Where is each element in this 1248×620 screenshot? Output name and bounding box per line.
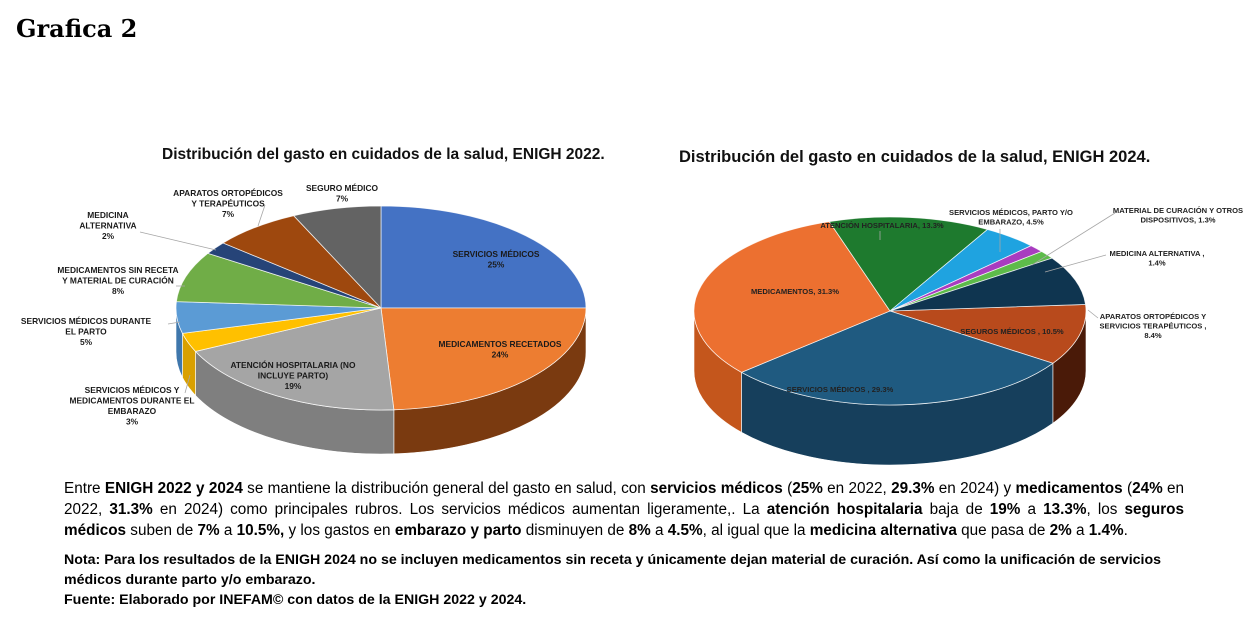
summary-text: , los (1086, 501, 1125, 518)
summary-highlight: 1.4% (1088, 522, 1124, 539)
pie-slice-medicamentos-recetados (380, 307, 587, 411)
summary-text: en 2024) y (934, 480, 1016, 497)
summary-text: en 2022, (64, 480, 1185, 518)
summary-highlight: 8% (628, 522, 651, 539)
summary-highlight: 13.3% (1043, 501, 1087, 518)
pie-slice-servicios-medicos (380, 205, 587, 309)
summary-text: a (650, 522, 668, 539)
data-label-2022-medicina-alternativa: MEDICINA ALTERNATIVA 2% (79, 210, 136, 241)
summary-text: baja de (922, 501, 990, 518)
summary-highlight: medicamentos (1015, 480, 1123, 497)
data-label-2022-servicios-medicos: SERVICIOS MÉDICOS 25% (453, 248, 540, 270)
leader-line-2024-6 (1087, 309, 1099, 319)
summary-highlight: 24% (1132, 480, 1163, 497)
data-label-2024-servicios-medicos-parto-y-o-embarazo: SERVICIOS MÉDICOS, PARTO Y/O EMBARAZO, 4.… (949, 208, 1073, 227)
summary-text: que pasa de (956, 522, 1050, 539)
data-label-2022-seguro-medico: SEGURO MÉDICO 7% (306, 182, 379, 204)
source-text: Fuente: Elaborado por INEFAM© con datos … (64, 592, 527, 608)
data-label-2024-material-de-curacion-y-otros-dispositivos: MATERIAL DE CURACIÓN Y OTROS DISPOSITIVOS… (1113, 206, 1243, 225)
summary-text: Entre (64, 480, 105, 497)
summary-highlight: 29.3% (891, 480, 935, 497)
summary-highlight: atención hospitalaria (766, 501, 923, 518)
data-label-2022-aparatos-ortopedicos-y-terapeuticos: APARATOS ORTOPÉDICOS Y TERAPÉUTICOS 7% (173, 187, 283, 219)
data-label-2024-seguros-medicos: SEGUROS MÉDICOS , 10.5% (960, 327, 1064, 336)
summary-text: y los gastos en (284, 522, 395, 539)
summary-highlight: 4.5% (667, 522, 703, 539)
summary-text: a (219, 522, 237, 539)
summary-text: . (1123, 522, 1128, 539)
summary-highlight: 31.3% (109, 501, 153, 518)
leader-line-2022-4 (167, 321, 181, 325)
summary-text: ( (1122, 480, 1133, 497)
leader-line-2022-3 (184, 374, 191, 394)
summary-highlight: 2% (1049, 522, 1072, 539)
pie-slice-aparatos-ortopedicos-y-servicios-terapeuticos (889, 257, 1086, 312)
summary-text: suben de (126, 522, 198, 539)
data-label-2022-servicios-medicos-y-medicamentos-durante-el-embarazo: SERVICIOS MÉDICOS Y MEDICAMENTOS DURANTE … (69, 384, 194, 427)
data-label-2022-atencion-hospitalaria-no-incluye-parto: ATENCIÓN HOSPITALARIA (NO INCLUYE PARTO) 1… (231, 359, 356, 391)
summary-text: en 2024) como principales rubros. Los se… (152, 501, 767, 518)
pie-slice-atencion-hospitalaria (828, 216, 989, 312)
data-label-2024-atencion-hospitalaria: ATENCIÓN HOSPITALARIA, 13.3% (820, 221, 944, 230)
summary-text: ( (782, 480, 793, 497)
data-label-2024-medicamentos: MEDICAMENTOS, 31.3% (751, 287, 839, 296)
data-label-2022-servicios-medicos-durante-el-parto: SERVICIOS MÉDICOS DURANTE EL PARTO 5% (21, 315, 152, 347)
pie-slice-servicios-medicos (740, 310, 1054, 406)
summary-highlight: 19% (989, 501, 1021, 518)
pie-sides (693, 310, 1087, 466)
summary-highlight: seguros médicos (64, 501, 1185, 539)
summary-text: disminuyen de (521, 522, 629, 539)
chart-title-2024: Distribución del gasto en cuidados de la… (679, 148, 1151, 166)
leader-line-2024-5 (1044, 254, 1107, 273)
summary-text: en 2022, (822, 480, 892, 497)
summary-text: a (1071, 522, 1089, 539)
pie-slice-seguro-medico (292, 205, 382, 310)
pie-slice-medicamentos (693, 221, 891, 373)
data-label-2024-medicina-alternativa: MEDICINA ALTERNATIVA , 1.4% (1110, 249, 1205, 268)
pie-top (693, 216, 1087, 406)
summary-text: se mantiene la distribución general del … (242, 480, 651, 497)
summary-text: , al igual que la (702, 522, 810, 539)
summary-highlight: 10.5%, (236, 522, 285, 539)
leader-line-2022-7 (257, 204, 266, 227)
page-title: Grafica 2 (16, 14, 138, 43)
summary-text: a (1020, 501, 1044, 518)
leader-line-2024-4 (1031, 212, 1116, 266)
summary-highlight: embarazo y parto (394, 522, 522, 539)
data-label-2022-medicamentos-recetados: MEDICAMENTOS RECETADOS 24% (439, 339, 562, 360)
note-text: Nota: Para los resultados de la ENIGH 20… (64, 552, 1162, 588)
data-label-2024-aparatos-ortopedicos-y-servicios-terapeuticos: APARATOS ORTOPÉDICOS Y SERVICIOS TERAPÉUT… (1099, 312, 1206, 340)
summary-highlight: ENIGH 2022 y 2024 (104, 480, 243, 497)
summary-paragraph: Entre ENIGH 2022 y 2024 se mantiene la d… (64, 478, 1184, 541)
pie-slice-medicamentos-sin-receta-y-material-de-curacion (175, 252, 382, 309)
pie-top (175, 205, 587, 411)
data-label-2024-servicios-medicos: SERVICIOS MÉDICOS , 29.3% (787, 385, 894, 394)
pie-slice-atencion-hospitalaria-no-incluye-parto (194, 307, 395, 411)
pie-slice-seguros-medicos (889, 304, 1087, 364)
summary-highlight: servicios médicos (650, 480, 783, 497)
summary-highlight: 7% (197, 522, 220, 539)
summary-highlight: medicina alternativa (809, 522, 957, 539)
data-label-2022-medicamentos-sin-receta-y-material-de-curacion: MEDICAMENTOS SIN RECETA Y MATERIAL DE CUR… (57, 265, 178, 296)
leader-line-2022-6 (139, 231, 217, 251)
pie-sides (175, 307, 587, 455)
chart-title-2022: Distribución del gasto en cuidados de la… (162, 146, 605, 163)
summary-highlight: 25% (792, 480, 823, 497)
